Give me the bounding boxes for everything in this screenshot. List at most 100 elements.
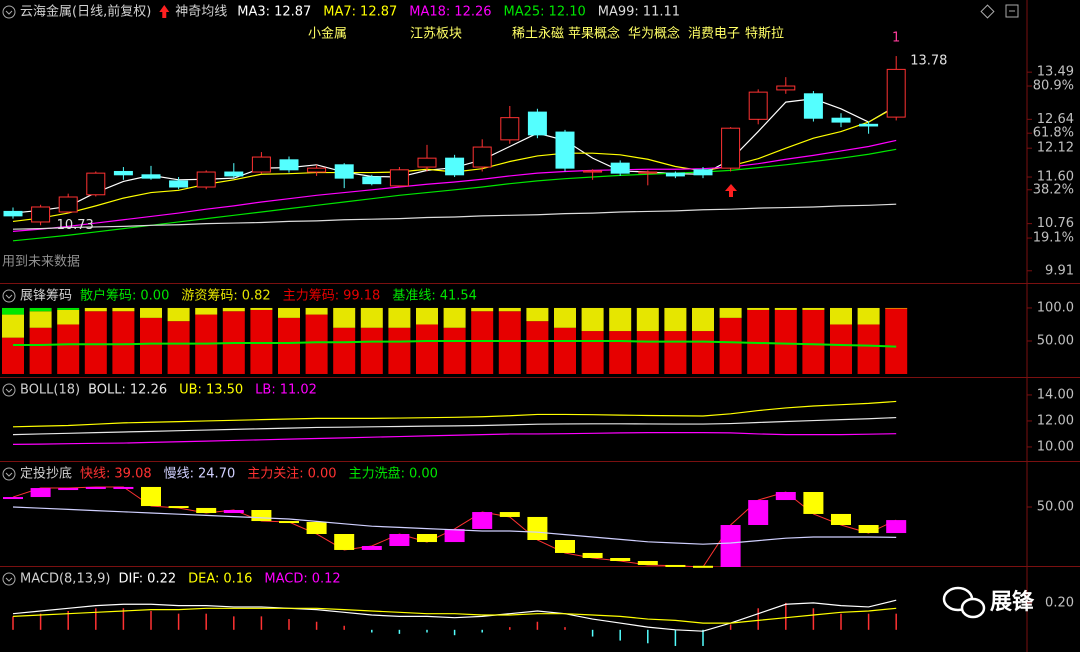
chip-bar	[416, 307, 438, 325]
y-tick-label: 9.91	[1045, 263, 1074, 278]
legend-name: UB:	[179, 383, 202, 398]
legend-name: 主力筹码:	[283, 288, 339, 304]
fast-box	[472, 512, 493, 529]
legend-value: 41.54	[440, 289, 477, 304]
legend-value: 13.50	[206, 383, 243, 398]
panel-toggle[interactable]	[2, 467, 16, 481]
candle-body	[113, 170, 133, 176]
candle-body	[583, 170, 603, 173]
candle-body	[389, 169, 409, 187]
legend-name: 慢线:	[164, 466, 194, 482]
legend-name: 散户筹码:	[80, 288, 136, 304]
window-icons[interactable]	[980, 4, 1019, 19]
fast-box	[113, 486, 134, 489]
chip-bar	[84, 311, 107, 374]
panel-title: BOLL(18)	[20, 383, 80, 398]
panel-toggle[interactable]	[2, 572, 16, 586]
legend-value: 0.12	[312, 572, 341, 587]
watermark-text: 展锋	[990, 589, 1035, 615]
chip-bar	[333, 327, 356, 374]
concept-tag: 江苏板块	[410, 26, 462, 42]
chip-bar	[305, 307, 328, 315]
fast-box	[831, 513, 851, 525]
concept-tag: 华为概念	[628, 26, 680, 42]
candle-body	[334, 164, 354, 179]
fast-box	[775, 492, 796, 501]
panel: 定投抄底 快线: 39.08 慢线: 24.70 主力关注: 0.00 主力洗盘: 0.00 50…	[2, 466, 1074, 568]
legend-value: 12.26	[454, 5, 491, 20]
legend-value: 12.10	[549, 5, 586, 20]
signal-arrow	[159, 5, 170, 18]
fast-box	[389, 534, 410, 546]
candle-body	[445, 157, 465, 176]
panel-title: MACD(8,13,9)	[20, 572, 110, 587]
chip-bar	[498, 311, 521, 374]
legend-name: 快线:	[80, 467, 110, 482]
fast-box	[141, 486, 161, 507]
icon-diamond[interactable]	[980, 4, 995, 19]
candle-body	[169, 180, 189, 188]
chip-bar	[719, 317, 742, 374]
chip-bar	[195, 307, 218, 315]
legend-name: DEA:	[188, 572, 219, 587]
fib-tick-label: 80.9%	[1033, 79, 1074, 94]
fast-box	[858, 525, 879, 534]
chip-bar	[802, 309, 825, 374]
candle-body	[803, 93, 823, 119]
chip-bar	[57, 309, 80, 325]
panel-toggle[interactable]	[2, 5, 16, 19]
chip-bar	[222, 307, 245, 312]
low-label: 10.73	[57, 218, 94, 233]
panel-toggle[interactable]	[2, 383, 16, 397]
y-tick-label: 12.64	[1037, 112, 1074, 127]
y-tick-label: 100.0	[1037, 300, 1074, 315]
legend-value: 0.00	[140, 289, 169, 304]
y-tick-label: 50.00	[1037, 333, 1074, 348]
chip-bar	[636, 307, 659, 332]
candle-body	[224, 171, 244, 177]
panel: 展锋筹码 散户筹码: 0.00 游资筹码: 0.82 主力筹码: 99.18 基准线: 41.5…	[2, 288, 1074, 374]
panel: MACD(8,13,9) DIF: 0.22 DEA: 0.16 MACD: 0.12 0.2…	[2, 572, 1074, 646]
panel-toggle-chevron	[5, 10, 13, 15]
chip-bar	[857, 307, 880, 325]
y-tick-label: 10.00	[1037, 439, 1074, 454]
series-line	[12, 203, 897, 230]
chip-bar	[2, 337, 24, 374]
legend-name: MACD:	[264, 572, 307, 587]
wechat-icon	[960, 597, 986, 619]
candle-body	[472, 146, 492, 168]
fast-box	[85, 486, 106, 489]
chip-bar	[443, 327, 466, 374]
chip-bar	[526, 307, 549, 322]
fast-box	[30, 488, 51, 498]
legend-name: DIF:	[118, 572, 143, 587]
legend-name: 基准线:	[392, 289, 435, 304]
legend-value: 11.11	[643, 5, 680, 20]
fast-box	[444, 528, 465, 543]
y-tick-label: 0.20	[1045, 595, 1074, 610]
chip-bar	[84, 307, 107, 312]
legend-value: 24.70	[198, 467, 235, 482]
series-line	[12, 432, 897, 445]
candle-body	[693, 169, 713, 176]
panel: BOLL(18) BOLL: 12.26 UB: 13.50 LB: 11.02 14.00 1…	[2, 383, 1074, 454]
y-tick-label: 12.00	[1037, 413, 1074, 428]
chip-bar	[29, 327, 52, 374]
chip-bar	[692, 307, 714, 332]
y-tick-label: 13.49	[1037, 65, 1074, 80]
fast-box	[637, 561, 658, 565]
chip-bar	[774, 309, 797, 374]
chip-bar	[830, 307, 852, 325]
fast-box	[693, 565, 713, 568]
chip-bar	[29, 311, 52, 328]
icon-window[interactable]	[1005, 4, 1019, 18]
chip-bar	[609, 331, 632, 374]
chip-bar	[885, 307, 908, 309]
panel-toggle[interactable]	[2, 289, 16, 303]
fast-box	[417, 534, 437, 543]
signal-marker: 1	[892, 31, 900, 46]
fast-box	[361, 546, 382, 550]
candle-body	[859, 123, 879, 127]
chip-bar	[388, 327, 411, 374]
